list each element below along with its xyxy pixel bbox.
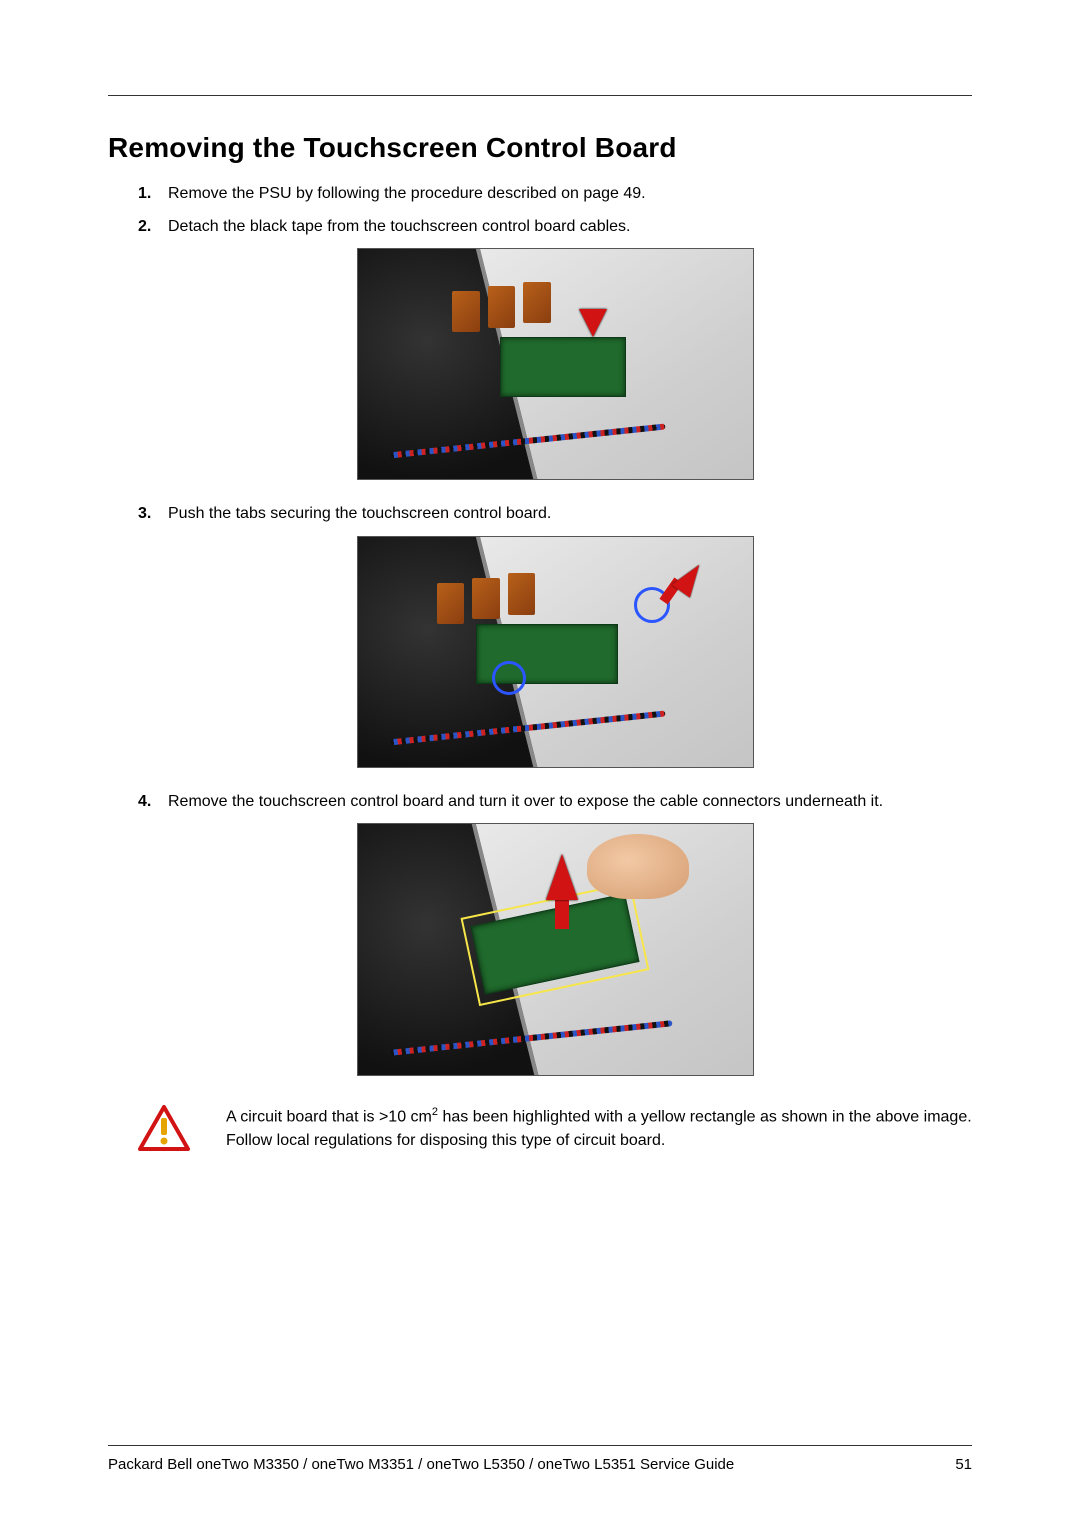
figure-2 [357, 536, 754, 768]
step-1: 1. Remove the PSU by following the proce… [138, 182, 972, 205]
page-footer: Packard Bell oneTwo M3350 / oneTwo M3351… [108, 1445, 972, 1473]
copper-coil [508, 573, 536, 614]
step-4: 4. Remove the touchscreen control board … [138, 790, 972, 813]
arrow-up-icon [546, 854, 578, 900]
copper-coil [523, 282, 551, 323]
figure-2-wrap [138, 536, 972, 768]
note-prefix: A circuit board that is >10 cm [226, 1108, 432, 1125]
step-text: Push the tabs securing the touchscreen c… [168, 502, 972, 525]
copper-coil [472, 578, 500, 619]
arrow-down-icon [579, 309, 607, 337]
warning-icon [138, 1104, 190, 1152]
highlight-circle [492, 661, 526, 695]
step-number: 2. [138, 215, 168, 238]
step-number: 1. [138, 182, 168, 205]
top-rule [108, 95, 972, 96]
step-number: 4. [138, 790, 168, 813]
footer-rule [108, 1445, 972, 1446]
step-3: 3. Push the tabs securing the touchscree… [138, 502, 972, 525]
warning-note-text: A circuit board that is >10 cm2 has been… [226, 1104, 972, 1153]
warning-note-row: A circuit board that is >10 cm2 has been… [108, 1104, 972, 1153]
step-text: Remove the PSU by following the procedur… [168, 182, 972, 205]
step-text: Remove the touchscreen control board and… [168, 790, 972, 813]
page: Removing the Touchscreen Control Board 1… [0, 0, 1080, 1527]
figure-1 [357, 248, 754, 480]
step-text: Detach the black tape from the touchscre… [168, 215, 972, 238]
step-list: 1. Remove the PSU by following the proce… [108, 182, 972, 1076]
figure-3-wrap [138, 823, 972, 1076]
footer-line: Packard Bell oneTwo M3350 / oneTwo M3351… [108, 1456, 972, 1473]
figure-1-wrap [138, 248, 972, 480]
step-number: 3. [138, 502, 168, 525]
copper-coil [488, 286, 516, 327]
footer-title: Packard Bell oneTwo M3350 / oneTwo M3351… [108, 1456, 734, 1473]
figure-3 [357, 823, 754, 1076]
hand [587, 834, 690, 899]
copper-coil [452, 291, 480, 332]
step-2: 2. Detach the black tape from the touchs… [138, 215, 972, 238]
page-number: 51 [955, 1456, 972, 1473]
section-heading: Removing the Touchscreen Control Board [108, 132, 972, 164]
pcb [500, 337, 626, 397]
copper-coil [437, 583, 465, 624]
